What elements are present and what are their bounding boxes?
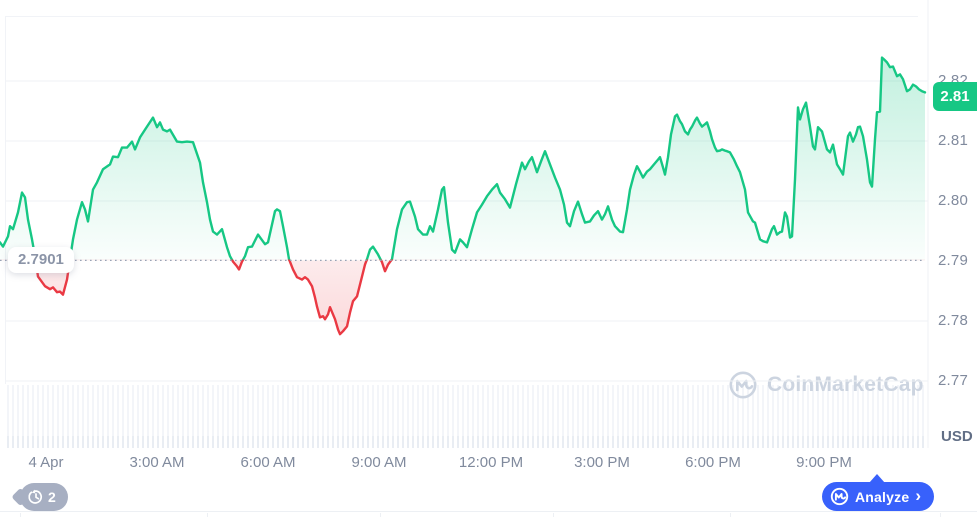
x-axis-tick: 6:00 AM bbox=[240, 454, 296, 471]
card-top-border bbox=[6, 16, 918, 17]
coinmarketcap-logo-icon bbox=[830, 487, 849, 506]
table-column-separator bbox=[20, 513, 21, 517]
analyze-tooltip-arrow bbox=[869, 474, 885, 483]
x-axis-tick: 3:00 AM bbox=[129, 454, 185, 471]
history-clock-icon bbox=[28, 489, 42, 504]
history-count: 2 bbox=[48, 489, 56, 505]
x-axis-tick: 4 Apr bbox=[28, 454, 64, 471]
watermark-label: CoinMarketCap bbox=[767, 373, 924, 396]
baseline-price-label: 2.7901 bbox=[8, 247, 74, 273]
coinmarketcap-logo-icon bbox=[729, 371, 757, 399]
table-column-separator bbox=[380, 513, 381, 517]
x-axis-tick: 12:00 PM bbox=[458, 454, 524, 471]
table-column-separator bbox=[940, 513, 941, 517]
current-price-badge: 2.81 bbox=[933, 82, 977, 111]
x-axis-tick: 6:00 PM bbox=[685, 454, 741, 471]
card-left-border bbox=[5, 16, 6, 384]
y-axis-unit-label: USD bbox=[941, 428, 973, 445]
analyze-button[interactable]: Analyze › bbox=[822, 482, 934, 511]
table-column-separator bbox=[207, 513, 208, 517]
coinmarketcap-watermark: CoinMarketCap bbox=[728, 370, 924, 400]
stats-table-top-edge bbox=[0, 511, 977, 517]
table-column-separator bbox=[553, 513, 554, 517]
chevron-right-icon: › bbox=[915, 486, 921, 505]
y-axis-tick: 2.81 bbox=[938, 132, 968, 149]
table-column-separator bbox=[730, 513, 731, 517]
volume-bars-base bbox=[7, 436, 927, 448]
x-axis-tick: 9:00 PM bbox=[796, 454, 852, 471]
x-axis-tick: 9:00 AM bbox=[351, 454, 407, 471]
history-button[interactable]: 2 bbox=[20, 483, 68, 511]
y-axis-tick: 2.80 bbox=[938, 192, 968, 209]
price-chart[interactable] bbox=[0, 0, 977, 448]
y-axis-tick: 2.77 bbox=[938, 372, 968, 389]
y-axis-tick: 2.78 bbox=[938, 312, 968, 329]
x-axis-tick: 3:00 PM bbox=[574, 454, 630, 471]
y-axis-tick: 2.79 bbox=[938, 252, 968, 269]
analyze-button-label: Analyze bbox=[855, 488, 910, 505]
